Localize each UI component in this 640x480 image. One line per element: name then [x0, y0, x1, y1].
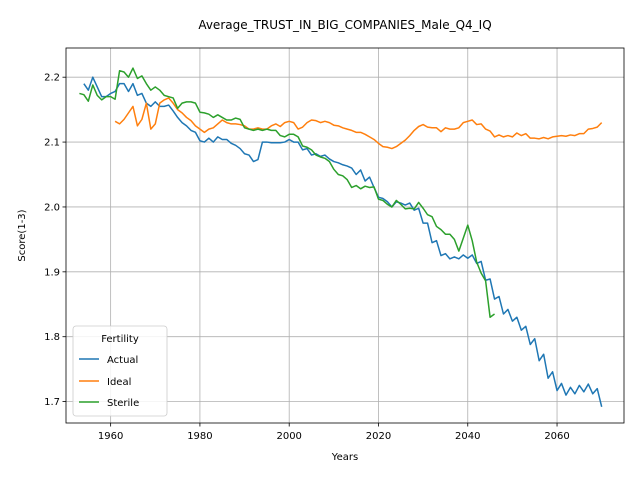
y-tick-label-2-1: 2.1 — [44, 138, 60, 149]
series-line-ideal — [114, 97, 603, 150]
legend-label-sterile: Sterile — [107, 398, 139, 409]
y-axis-title: Score(1-3) — [17, 209, 28, 261]
series-lines — [79, 67, 603, 407]
series-line-actual — [83, 76, 603, 407]
legend-title: Fertility — [101, 334, 139, 345]
chart-title: Average_TRUST_IN_BIG_COMPANIES_Male_Q4_I… — [198, 18, 491, 32]
axis-ticks: 1960 1980 2000 2020 2040 2060 1.7 1.8 1.9 2.0 2.1 2… — [44, 73, 570, 442]
y-tick-label-2-2: 2.2 — [44, 73, 60, 84]
y-tick-label-1-7: 1.7 — [44, 397, 60, 408]
x-tick-label-2060: 2060 — [544, 431, 569, 442]
y-tick-label-2-0: 2.0 — [44, 202, 60, 213]
legend: Fertility Actual Ideal Sterile — [72, 325, 168, 417]
x-tick-label-2040: 2040 — [455, 431, 480, 442]
plot-area-frame — [65, 47, 625, 424]
x-tick-label-2020: 2020 — [366, 431, 391, 442]
x-tick-label-2000: 2000 — [276, 431, 301, 442]
x-tick-label-1980: 1980 — [187, 431, 212, 442]
series-line-sterile — [79, 67, 495, 318]
y-tick-label-1-8: 1.8 — [44, 332, 60, 343]
y-tick-label-1-9: 1.9 — [44, 267, 60, 278]
x-tick-label-1960: 1960 — [98, 431, 123, 442]
x-axis-title: Years — [331, 452, 358, 463]
legend-box — [72, 325, 168, 417]
legend-label-actual: Actual — [107, 355, 138, 366]
legend-label-ideal: Ideal — [107, 377, 131, 388]
